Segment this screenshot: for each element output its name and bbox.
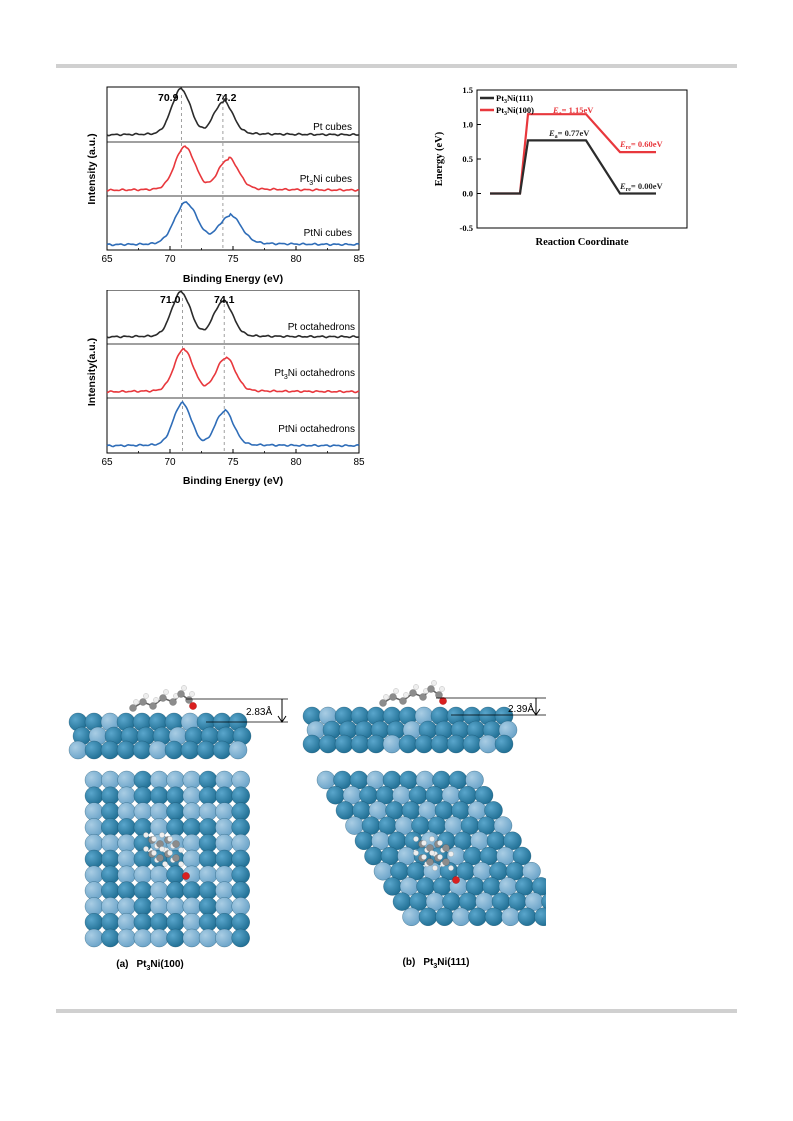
plot-frame xyxy=(106,86,360,251)
y-tick-label: 0.5 xyxy=(462,154,473,164)
x-tick-label: 85 xyxy=(353,457,365,468)
x-tick-label: 85 xyxy=(353,254,365,265)
series-line xyxy=(106,201,360,247)
energy-path xyxy=(490,139,656,195)
adsorption-models-figure: 2.83Å 2.39Å (a) Pt3Ni(100) (b) Pt3Ni(111) xyxy=(68,680,546,972)
distance-marker-b: 2.39Å xyxy=(436,697,546,716)
caption-a: (a) Pt3Ni(100) xyxy=(116,959,184,972)
y-axis-label: Energy (eV) xyxy=(434,131,445,186)
bottom-rule xyxy=(56,1009,737,1013)
x-tick-label: 80 xyxy=(290,457,302,468)
series-label-ptni-cubes: PtNi cubes xyxy=(304,228,352,239)
series-label-pt-cubes: Pt cubes xyxy=(313,122,352,133)
black-ere-annotation: Ere= 0.00eV xyxy=(619,181,664,193)
peak-label-2: 74.1 xyxy=(214,294,235,306)
peak-label-1: 70.9 xyxy=(158,92,179,104)
legend: Pt3Ni(111) Pt3Ni(100) xyxy=(480,93,534,117)
distance-label-b: 2.39Å xyxy=(508,702,534,715)
x-axis-label: Binding Energy (eV) xyxy=(183,273,283,285)
x-tick-label: 75 xyxy=(227,254,239,265)
legend-label-111: Pt3Ni(111) xyxy=(496,93,533,105)
series-label-pt-octahedrons: Pt octahedrons xyxy=(288,322,355,333)
legend-label-100: Pt3Ni(100) xyxy=(496,105,534,117)
caption-b: (b) Pt3Ni(111) xyxy=(403,957,470,970)
side-view-111 xyxy=(302,706,518,754)
y-tick-label: 1.0 xyxy=(462,120,473,130)
series-line xyxy=(106,145,360,192)
x-tick-label: 65 xyxy=(101,457,113,468)
series-line xyxy=(106,290,360,339)
series-label-pt3ni-octahedrons: Pt3Ni octahedrons xyxy=(274,368,355,381)
y-tick-label: 1.5 xyxy=(462,85,473,95)
y-tick-label: 0.0 xyxy=(462,189,473,199)
adsorbed-molecules xyxy=(129,680,460,884)
y-axis-label: Intensity(a.u.) xyxy=(86,338,98,406)
peak-label-1: 71.0 xyxy=(160,294,181,306)
x-tick-label: 65 xyxy=(101,254,113,265)
distance-label-a: 2.83Å xyxy=(246,705,272,718)
side-view-100 xyxy=(68,712,252,760)
series-label-ptni-octahedrons: PtNi octahedrons xyxy=(278,424,355,435)
y-tick-label: -0.5 xyxy=(460,223,473,233)
x-tick-label: 70 xyxy=(164,254,176,265)
top-rule xyxy=(56,64,737,68)
energy-profile-chart: -0.5 0.0 0.5 1.0 1.5 Pt3Ni(111) Pt3Ni(100) E… xyxy=(434,85,688,248)
x-axis-label: Binding Energy (eV) xyxy=(183,475,283,487)
series-line xyxy=(106,400,360,448)
top-view-100 xyxy=(84,770,250,948)
peak-label-2: 74.2 xyxy=(216,92,237,104)
xps-octahedrons-chart: 65 70 75 80 85 71.0 74.1 Pt octahedrons Pt3N… xyxy=(86,290,365,487)
top-view-111 xyxy=(316,770,546,926)
series-label-pt3ni-cubes: Pt3Ni cubes xyxy=(300,174,352,187)
x-tick-label: 75 xyxy=(227,457,239,468)
black-ea-annotation: Ea= 0.77eV xyxy=(548,128,590,140)
y-axis-label: Intensity (a.u.) xyxy=(86,133,98,204)
distance-marker-a: 2.83Å xyxy=(186,698,288,723)
xps-cubes-chart: 65 70 75 80 85 70.9 74.2 Pt cubes Pt3Ni cube… xyxy=(86,86,365,285)
x-axis-label: Reaction Coordinate xyxy=(535,237,628,248)
x-tick-label: 80 xyxy=(290,254,302,265)
red-ere-annotation: Ere= 0.60eV xyxy=(619,139,664,151)
series-line xyxy=(106,347,360,394)
red-ea-annotation: Ea= 1.15eV xyxy=(552,105,594,117)
x-tick-label: 70 xyxy=(164,457,176,468)
series-line xyxy=(106,87,360,137)
